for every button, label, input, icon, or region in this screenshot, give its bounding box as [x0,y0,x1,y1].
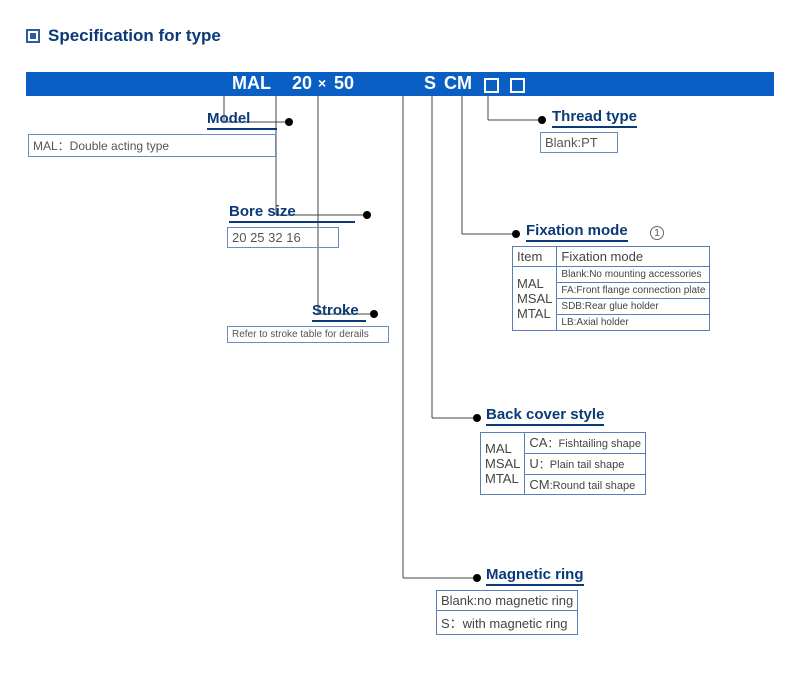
fixation-table: Item Fixation mode MAL MSAL MTAL Blank:N… [512,246,710,331]
model-box: MAL：Double acting type [28,134,276,157]
partcode-bore: 20 [292,73,312,94]
partcode-backcover: CM [444,73,472,94]
thread-box: Blank:PT [540,132,618,153]
page-title-row: Specification for type [26,26,221,46]
thread-label: Thread type [552,108,637,128]
fixation-circle-1: 1 [650,224,664,242]
backcover-label: Back cover style [486,406,604,426]
dot-icon [473,414,481,422]
title-bullet-icon [26,29,40,43]
backcover-row: U：Plain tail shape [525,454,646,475]
partcode-fixation-box [478,75,499,96]
stroke-value: Refer to stroke table for derails [232,329,369,340]
dot-icon [370,310,378,318]
leader-lines [0,0,800,680]
model-value: MAL：Double acting type [33,139,169,153]
bore-value: 20 25 32 16 [232,230,301,245]
partcode-stroke: 50 [334,73,354,94]
fixation-row: SDB:Rear glue holder [557,299,710,315]
backcover-desc: ：Fishtailing shape [547,438,641,450]
stroke-box: Refer to stroke table for derails [227,326,389,343]
fixation-items: MAL MSAL MTAL [513,267,557,331]
model-label: Model [207,110,277,130]
dot-icon [512,230,520,238]
page-title: Specification for type [48,26,221,46]
backcover-table: MAL MSAL MTAL CA：Fishtailing shape U：Pla… [480,432,646,495]
dot-icon [363,211,371,219]
partcode-mult-icon: × [318,75,326,91]
backcover-desc: ：Plain tail shape [539,459,625,471]
backcover-row: CA：Fishtailing shape [525,433,646,454]
backcover-items: MAL MSAL MTAL [481,433,525,495]
magnetic-label: Magnetic ring [486,566,584,586]
magnetic-table: Blank:no magnetic ring S：with magnetic r… [436,590,578,635]
partcode-model: MAL [232,73,271,94]
magnetic-row: S：with magnetic ring [437,611,578,635]
fixation-label: Fixation mode [526,222,628,242]
backcover-desc: :Round tail shape [550,480,636,492]
backcover-code: CM [529,477,549,492]
partcode-magnetic: S [424,73,436,94]
thread-value: Blank:PT [545,135,598,150]
fixation-head-mode: Fixation mode [557,247,710,267]
fixation-row: LB:Axial holder [557,315,710,331]
fixation-head-item: Item [513,247,557,267]
backcover-code: CA [529,435,547,450]
stroke-label: Stroke [312,302,366,322]
fixation-row: Blank:No mounting accessories [557,267,710,283]
backcover-code: U [529,456,538,471]
fixation-row: FA:Front flange connection plate [557,283,710,299]
dot-icon [285,118,293,126]
partcode-thread-box [504,75,525,96]
magnetic-row: Blank:no magnetic ring [437,591,578,611]
partcode-bar: MAL 20 × 50 S CM [26,72,774,96]
dot-icon [538,116,546,124]
dot-icon [473,574,481,582]
bore-box: 20 25 32 16 [227,227,339,248]
bore-label: Bore size [229,203,355,223]
backcover-row: CM:Round tail shape [525,475,646,495]
